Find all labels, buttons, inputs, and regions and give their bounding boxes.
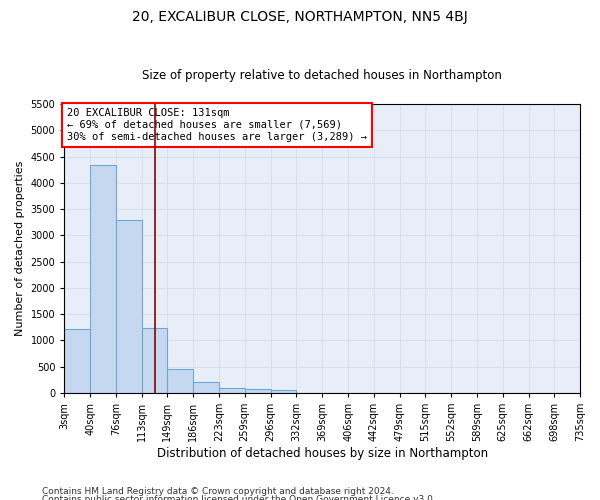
- Text: Contains public sector information licensed under the Open Government Licence v3: Contains public sector information licen…: [42, 495, 436, 500]
- Bar: [167, 369, 193, 393]
- Bar: [64, 329, 91, 393]
- Text: 20 EXCALIBUR CLOSE: 131sqm
← 69% of detached houses are smaller (7,569)
30% of s: 20 EXCALIBUR CLOSE: 131sqm ← 69% of deta…: [67, 108, 367, 142]
- Text: Contains HM Land Registry data © Crown copyright and database right 2024.: Contains HM Land Registry data © Crown c…: [42, 488, 394, 496]
- Bar: [271, 390, 296, 393]
- Bar: [220, 388, 245, 393]
- Bar: [193, 382, 220, 393]
- X-axis label: Distribution of detached houses by size in Northampton: Distribution of detached houses by size …: [157, 447, 488, 460]
- Bar: [142, 328, 167, 393]
- Bar: [245, 389, 271, 393]
- Bar: [91, 166, 116, 393]
- Text: 20, EXCALIBUR CLOSE, NORTHAMPTON, NN5 4BJ: 20, EXCALIBUR CLOSE, NORTHAMPTON, NN5 4B…: [132, 10, 468, 24]
- Bar: [116, 220, 142, 393]
- Title: Size of property relative to detached houses in Northampton: Size of property relative to detached ho…: [142, 69, 502, 82]
- Y-axis label: Number of detached properties: Number of detached properties: [15, 161, 25, 336]
